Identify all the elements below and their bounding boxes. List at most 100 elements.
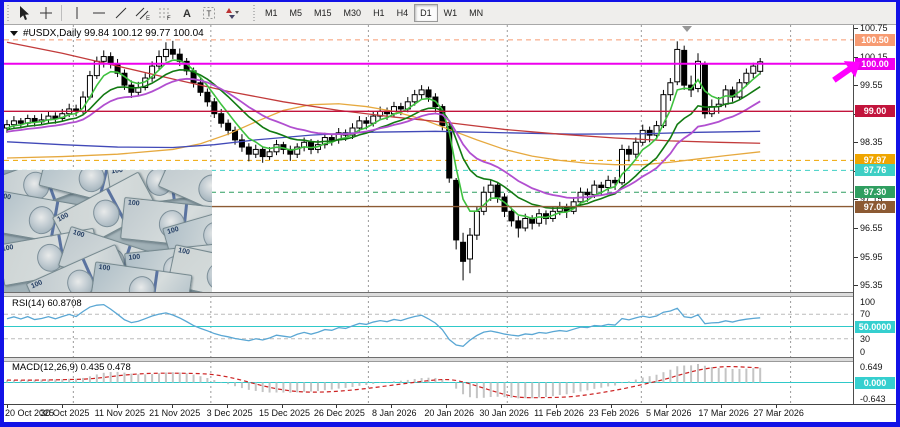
vertical-line-tool-button[interactable]: [66, 4, 88, 22]
toolbar-separator: [61, 5, 62, 21]
price-tick-label: 98.35: [860, 137, 883, 148]
timeframe-m30-button[interactable]: M30: [338, 4, 368, 22]
candle-down: [425, 89, 432, 98]
horizontal-line-tool-button[interactable]: [88, 4, 110, 22]
ema-5[interactable]: [6, 59, 761, 220]
cursor-tool-button[interactable]: [13, 4, 35, 22]
candle-up: [390, 106, 397, 115]
candle-up: [591, 184, 598, 196]
candle-up: [411, 94, 418, 103]
candle-up: [605, 179, 612, 189]
macd-axis-label: -0.643: [860, 394, 886, 404]
candle-up: [743, 72, 750, 84]
dollar-bills-photo: 1001001001001001001001001001001001001001…: [4, 170, 212, 292]
candle-up: [653, 125, 660, 136]
ema-12[interactable]: [6, 69, 761, 210]
date-tick-label: 20 Oct 2025: [5, 408, 55, 418]
svg-text:T: T: [206, 10, 211, 19]
price-tick-label: 97.15: [860, 194, 883, 205]
macd-indicator-label: MACD(12,26,9) 0.435 0.478: [12, 362, 131, 373]
rsi-panel[interactable]: [4, 296, 853, 357]
svg-text:F: F: [167, 16, 171, 21]
candle-down: [515, 220, 522, 229]
timeframe-mn-button[interactable]: MN: [463, 4, 489, 22]
date-tick-mark: [446, 405, 448, 408]
price-axis[interactable]: 100.75100.1599.5598.9598.3597.7597.1596.…: [854, 23, 896, 404]
ma-gold[interactable]: [6, 103, 761, 166]
text-label-icon: T: [202, 7, 215, 19]
price-tick-mark: [854, 142, 858, 144]
timeframe-m1-button[interactable]: M1: [259, 4, 284, 22]
candle-up: [674, 48, 681, 83]
panel-separator[interactable]: [4, 292, 853, 297]
crosshair-tool-button[interactable]: [35, 4, 57, 22]
candle-down: [328, 137, 335, 141]
candle-down: [584, 191, 591, 196]
crosshair-icon: [39, 7, 52, 19]
candle-up: [466, 234, 473, 260]
date-tick-mark: [775, 405, 777, 408]
cursor-icon: [19, 6, 29, 20]
text-tool-button[interactable]: A: [176, 4, 198, 22]
candle-up: [639, 129, 646, 143]
timeframe-h4-button[interactable]: H4: [391, 4, 415, 22]
fibonacci-retracement-tool-button[interactable]: F: [154, 4, 176, 22]
candle-down: [107, 56, 114, 65]
rsi-line: [6, 303, 761, 348]
candle-up: [618, 148, 625, 184]
ema-20[interactable]: [6, 77, 761, 199]
macd-badge: 0.000: [855, 376, 895, 389]
candle-down: [128, 84, 135, 93]
macd-signal-line: [6, 365, 761, 399]
rsi-axis-label: 30: [860, 333, 871, 344]
price-tick-mark: [854, 56, 858, 58]
candle-down: [598, 184, 605, 189]
candle-down: [460, 241, 467, 262]
timeframe-group: M1 M5 M15 M30 H1 H4 D1 W1 MN: [259, 4, 489, 22]
timeframe-m15-button[interactable]: M15: [308, 4, 338, 22]
candle-up: [487, 184, 494, 193]
candle-up: [156, 56, 163, 67]
candle-down: [681, 49, 688, 86]
rsi-badge: 50.0000: [855, 320, 895, 333]
toolbar-grip[interactable]: [6, 5, 11, 21]
date-tick-label: 17 Mar 2026: [698, 408, 749, 418]
timeframe-m5-button[interactable]: M5: [284, 4, 309, 22]
toolbar: E F A T M1 M5 M15 M30 H1 H4 D1 W1 MN: [4, 2, 896, 25]
date-tick-mark: [226, 405, 228, 408]
date-tick-mark: [610, 405, 612, 408]
sell-signal-triangle-icon[interactable]: [682, 26, 692, 32]
panel-separator[interactable]: [4, 357, 853, 362]
candle-up: [266, 151, 273, 158]
date-tick-mark: [391, 405, 393, 408]
date-tick-label: 21 Nov 2025: [149, 408, 201, 418]
candle-up: [757, 61, 764, 72]
svg-text:A: A: [183, 8, 191, 20]
symbol-period-label: #USDX,Daily: [23, 28, 82, 39]
trendline-tool-button[interactable]: [110, 4, 132, 22]
main-chart-panel[interactable]: [4, 25, 853, 292]
text-label-tool-button[interactable]: T: [198, 4, 220, 22]
equidistant-channel-tool-button[interactable]: E: [132, 4, 154, 22]
date-tick-mark: [281, 405, 283, 408]
timeframe-d1-button[interactable]: D1: [414, 4, 438, 22]
date-tick-mark: [116, 405, 118, 408]
price-tick-label: 96.55: [860, 223, 883, 233]
arrows-tool-button[interactable]: [220, 4, 242, 22]
ma-red[interactable]: [6, 41, 761, 144]
price-arrow-icon[interactable]: [830, 56, 864, 86]
candle-down: [646, 129, 653, 136]
candle-up: [162, 48, 169, 58]
toolbar-grip[interactable]: [252, 5, 257, 21]
chevron-down-icon[interactable]: [10, 30, 18, 36]
candle-down: [232, 129, 239, 141]
date-axis[interactable]: 20 Oct 2025 30 Oct 2025 11 Nov 2025 21 Nov …: [4, 404, 896, 422]
date-tick-mark: [61, 405, 63, 408]
candle-down: [52, 115, 59, 119]
date-tick-label: 11 Feb 2026: [534, 408, 584, 418]
timeframe-h1-button[interactable]: H1: [367, 4, 391, 22]
price-badge: 97.76: [855, 164, 895, 177]
macd-panel[interactable]: [4, 361, 853, 404]
price-tick-mark: [854, 285, 858, 287]
timeframe-w1-button[interactable]: W1: [438, 4, 464, 22]
